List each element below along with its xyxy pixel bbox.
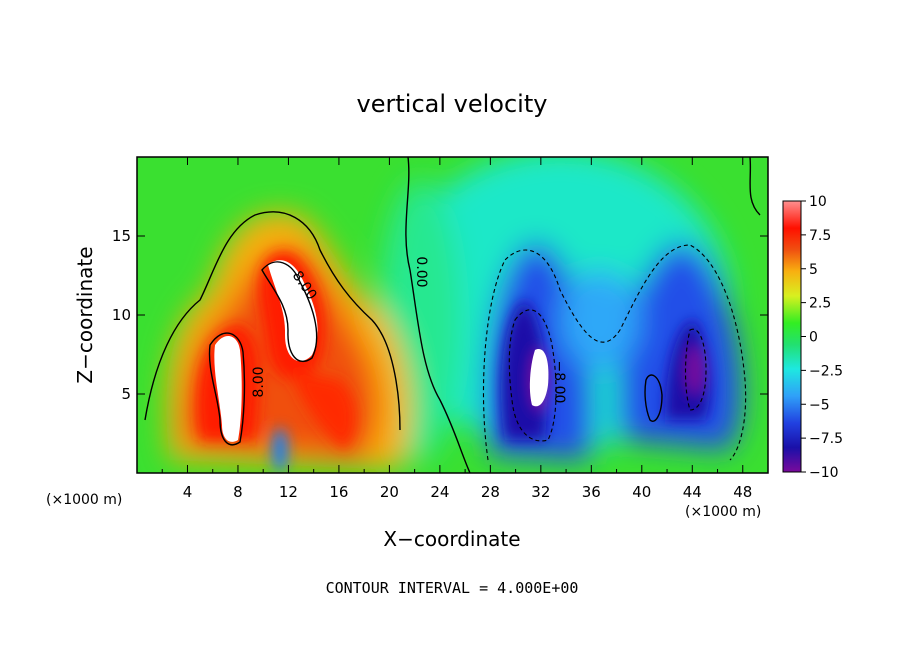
x-tick-label: 4 [183, 483, 193, 501]
x-tick-label: 16 [329, 483, 348, 501]
heatmap-field [137, 157, 768, 473]
x-tick-label: 28 [481, 483, 500, 501]
colorbar-tick-label: −2.5 [809, 363, 843, 379]
x-tick-label: 20 [380, 483, 399, 501]
chart-title: vertical velocity [357, 90, 548, 118]
y-tick-label: 5 [121, 385, 131, 403]
colorbar-tick-label: −7.5 [809, 431, 843, 447]
colorbar-tick-label: 10 [809, 194, 827, 210]
x-tick-label: 40 [632, 483, 651, 501]
y-tick-label: 10 [112, 306, 131, 324]
contour-label: 8.00 [251, 366, 267, 397]
colorbar-tick-label: 2.5 [809, 296, 831, 312]
y-axis-label: Z−coordinate [73, 246, 97, 383]
colorbar-tick-label: −10 [809, 465, 839, 481]
x-tick-label: 48 [733, 483, 752, 501]
y-tick-label: 15 [112, 227, 131, 245]
colorbar-tick-label: 0 [809, 330, 818, 346]
colorbar-tick-label: 5 [809, 262, 818, 278]
x-tick-label: 44 [683, 483, 702, 501]
contour-interval-note: CONTOUR INTERVAL = 4.000E+00 [326, 579, 579, 597]
contour-label: 0.00 [413, 256, 429, 287]
x-tick-label: 32 [531, 483, 550, 501]
x-axis-ticks: 4 8 12 16 20 24 28 32 36 40 44 48 [161, 157, 752, 501]
contour-label: −8.00 [551, 361, 567, 404]
x-tick-label: 12 [279, 483, 298, 501]
x-axis-unit-left: (×1000 m) [46, 492, 122, 508]
colorbar: 10 7.5 5 2.5 0 −2.5 −5 −7.5 −10 [782, 194, 843, 481]
x-tick-label: 24 [430, 483, 449, 501]
y-axis-ticks: 5 10 15 [112, 227, 768, 403]
colorbar-tick-label: −5 [809, 397, 830, 413]
x-axis-unit-right: (×1000 m) [685, 504, 761, 520]
x-tick-label: 8 [233, 483, 243, 501]
x-axis-label: X−coordinate [383, 527, 520, 551]
colorbar-gradient [782, 200, 802, 473]
x-tick-label: 36 [582, 483, 601, 501]
colorbar-ticks: 10 7.5 5 2.5 0 −2.5 −5 −7.5 −10 [801, 194, 843, 481]
colorbar-tick-label: 7.5 [809, 228, 831, 244]
